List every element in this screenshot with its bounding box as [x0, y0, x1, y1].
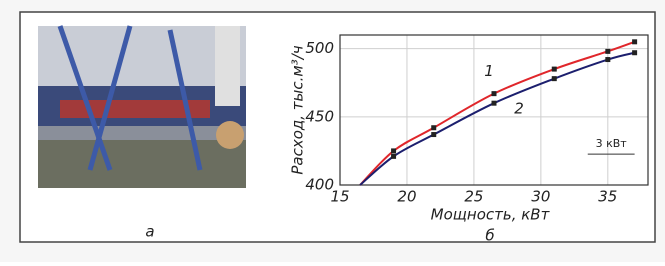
data-point — [391, 154, 396, 159]
series-label: 2 — [514, 100, 524, 118]
x-axis-label: Мощность, кВт — [431, 206, 551, 224]
data-point — [605, 49, 610, 54]
figure: а Мощность, кВт б Расход, тыс.м³/ч 40045… — [0, 0, 665, 262]
data-point — [492, 91, 497, 96]
data-point — [632, 39, 637, 44]
data-point — [431, 125, 436, 130]
series-label: 1 — [484, 62, 494, 80]
data-point — [431, 132, 436, 137]
x-tick-label: 15 — [330, 188, 349, 206]
photo-label: а — [145, 223, 154, 241]
y-tick-label: 500 — [305, 39, 334, 57]
annotation: 3 кВт — [596, 137, 628, 150]
data-point — [492, 101, 497, 106]
data-point — [605, 57, 610, 62]
panel-label: б — [485, 227, 494, 245]
photo — [38, 26, 246, 188]
data-point — [552, 67, 557, 72]
y-axis-label: Расход, тыс.м³/ч — [289, 45, 307, 174]
data-point — [391, 148, 396, 153]
x-tick-label: 30 — [531, 188, 550, 206]
x-tick-label: 35 — [598, 188, 617, 206]
data-point — [632, 50, 637, 55]
data-point — [552, 76, 557, 81]
y-tick-label: 450 — [305, 107, 334, 125]
x-tick-label: 25 — [464, 188, 483, 206]
x-tick-label: 20 — [397, 188, 416, 206]
